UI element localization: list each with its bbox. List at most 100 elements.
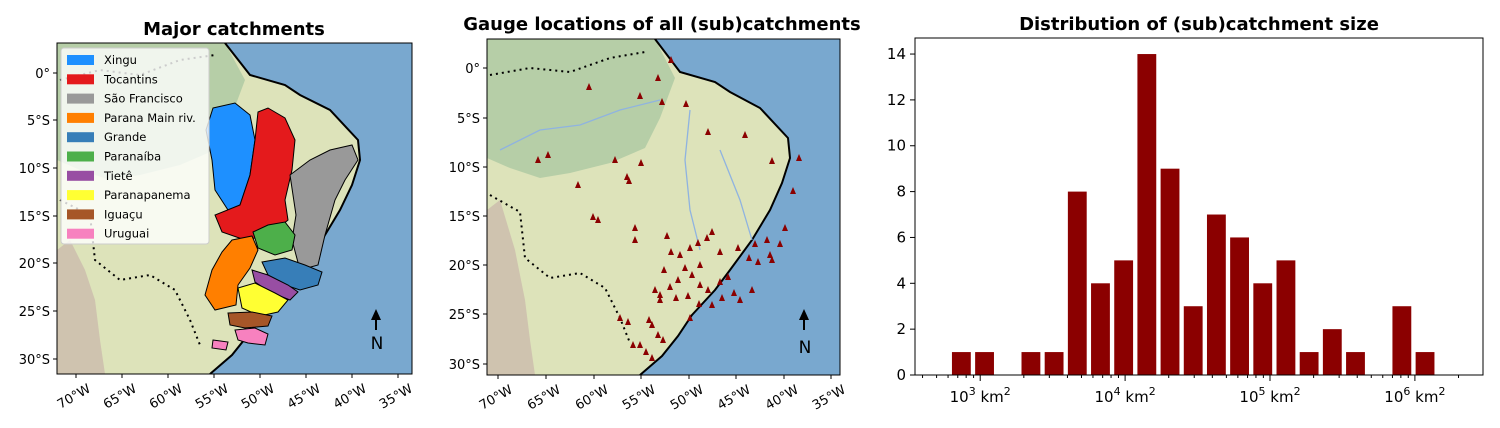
lat-tick-label: 5°S	[27, 114, 50, 129]
north-arrow-left: N	[371, 309, 383, 354]
gauge-marker	[769, 256, 775, 263]
lon-tick-label: 55°W	[193, 381, 232, 412]
gauge-marker	[667, 283, 673, 290]
x-tick-label: 104 km2	[1095, 385, 1156, 406]
histogram-bar	[1137, 54, 1157, 376]
y-tick-label: 6	[896, 228, 906, 246]
gauge-marker	[612, 156, 618, 163]
gauge-marker	[742, 131, 748, 138]
legend-swatch	[67, 190, 94, 201]
left-lon-ticks: 70°W 65°W 60°W 55°W 50°W 45°W 40°W 35°W	[55, 374, 416, 412]
lon-tick-label: 35°W	[810, 382, 849, 413]
histogram-bar	[1299, 352, 1319, 375]
lon-tick-label: 35°W	[377, 381, 416, 412]
gauge-marker	[664, 232, 670, 239]
gauge-marker	[668, 56, 674, 63]
lat-tick-label: 30°S	[449, 358, 480, 373]
gauge-marker	[782, 224, 788, 231]
catchment-iguacu	[227, 311, 273, 329]
north-arrow-head-mid	[799, 309, 809, 320]
histogram-bar	[1392, 306, 1412, 375]
y-tick-label: 4	[896, 274, 906, 292]
left-map-area: Xingu Tocantins São Francisco Parana Main r…	[57, 43, 412, 374]
legend-label: Parana Main riv.	[104, 111, 196, 125]
gauge-marker	[746, 254, 752, 261]
lon-tick-label: 45°W	[285, 381, 324, 412]
legend: Xingu Tocantins São Francisco Parana Main r…	[60, 47, 210, 245]
gauge-marker	[575, 181, 581, 188]
lon-tick-label: 50°W	[668, 382, 707, 413]
histogram-bar	[1067, 191, 1087, 375]
x-tick-label: 105 km2	[1239, 385, 1300, 406]
gauge-marker	[590, 213, 596, 220]
gauge-marker	[769, 157, 775, 164]
gauge-marker	[660, 336, 666, 343]
histogram-bar	[1415, 352, 1435, 375]
gauge-marker	[705, 286, 711, 293]
legend-box	[60, 47, 210, 245]
gauge-marker	[683, 100, 689, 107]
gauge-markers	[535, 56, 802, 361]
gauge-marker	[655, 331, 661, 338]
lon-tick-label: 70°W	[477, 382, 516, 413]
gauge-marker	[668, 248, 674, 255]
y-tick-label: 10	[887, 137, 906, 155]
gauge-marker	[689, 271, 695, 278]
north-arrow-mid: N	[799, 309, 811, 358]
north-arrow-head	[371, 309, 381, 320]
andes	[57, 240, 105, 374]
gauge-marker	[717, 278, 723, 285]
left-map-frame	[56, 42, 413, 375]
catchment-paranapanema	[237, 282, 289, 317]
catchment-paranaiba	[252, 221, 296, 256]
middle-map-area: N	[487, 39, 840, 375]
lat-tick-label: 15°S	[449, 210, 480, 225]
gauge-marker	[657, 291, 663, 298]
histogram-bar	[1044, 352, 1064, 375]
histogram-bar	[1230, 237, 1249, 375]
legend-swatch	[67, 93, 94, 104]
gauge-marker	[535, 156, 541, 163]
histogram-bar	[1276, 260, 1296, 375]
x-tick-label: 103 km2	[950, 385, 1011, 406]
legend-swatch	[67, 112, 94, 123]
lat-tick-label: 20°S	[449, 259, 480, 274]
legend-label: Uruguai	[104, 227, 149, 241]
gauge-marker	[673, 294, 679, 301]
gauge-marker	[709, 228, 715, 235]
country-borders	[59, 54, 216, 346]
gauge-marker	[675, 276, 681, 283]
lat-tick-label: 0°	[35, 67, 50, 82]
catchment-parana-main	[204, 235, 259, 311]
gauge-marker	[749, 286, 755, 293]
lon-tick-label: 50°W	[239, 381, 278, 412]
gauge-marker	[796, 154, 802, 161]
y-tick-label: 0	[896, 366, 906, 384]
gauge-marker	[764, 236, 770, 243]
middle-map-panel: Gauge locations of all (sub)catchments N…	[449, 14, 861, 413]
lon-tick-label: 40°W	[331, 381, 370, 412]
gauge-marker	[704, 234, 710, 241]
gauge-marker	[705, 128, 711, 135]
gauge-marker	[717, 248, 723, 255]
histogram-bar	[975, 352, 994, 375]
legend-swatch	[67, 132, 94, 143]
gauge-marker	[697, 261, 703, 268]
gauge-marker	[737, 296, 743, 303]
legend-label: Grande	[104, 130, 146, 144]
lon-tick-label: 40°W	[763, 382, 802, 413]
amazon-forest-mid	[487, 39, 675, 178]
left-map-title: Major catchments	[143, 19, 325, 40]
legend-swatch	[67, 55, 94, 65]
legend-label: Tietê	[103, 169, 133, 183]
gauge-marker	[630, 341, 636, 348]
gauge-marker	[790, 187, 796, 194]
gauge-marker	[625, 318, 631, 325]
legend-swatch	[67, 151, 94, 162]
histogram-bar	[1021, 352, 1041, 375]
legend-label: Iguaçu	[104, 207, 143, 221]
lat-tick-label: 0°	[465, 62, 480, 77]
gauge-marker	[687, 314, 693, 321]
gauge-marker	[632, 236, 638, 243]
